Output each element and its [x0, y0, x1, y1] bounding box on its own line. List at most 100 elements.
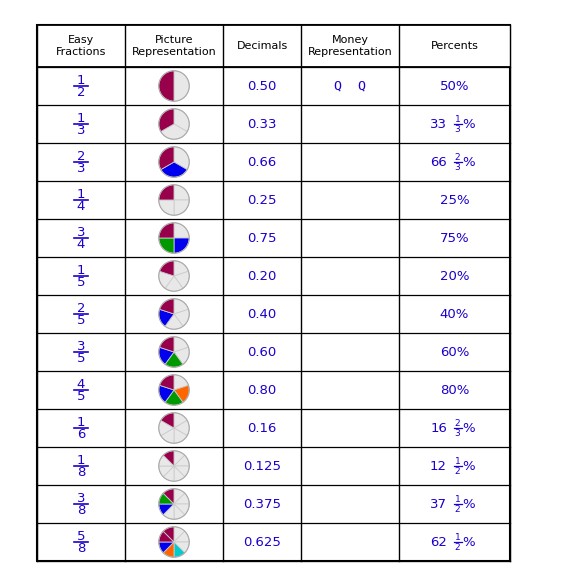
Text: 8: 8	[77, 542, 85, 554]
Wedge shape	[159, 147, 174, 169]
Text: 4: 4	[77, 237, 85, 251]
Text: 2: 2	[77, 85, 85, 99]
Text: 0.66: 0.66	[248, 155, 277, 169]
Text: 5: 5	[77, 276, 85, 288]
Text: 0.25: 0.25	[247, 194, 277, 206]
Text: 3: 3	[77, 339, 85, 353]
Wedge shape	[174, 109, 189, 132]
Wedge shape	[174, 428, 187, 443]
Text: %: %	[462, 118, 475, 130]
Wedge shape	[163, 451, 174, 466]
Text: Q  Q: Q Q	[334, 79, 366, 92]
Wedge shape	[161, 428, 174, 443]
Wedge shape	[159, 223, 174, 238]
Text: Percents: Percents	[430, 41, 478, 51]
Text: 3: 3	[455, 429, 461, 437]
Text: %: %	[462, 535, 475, 549]
Text: %: %	[462, 422, 475, 434]
Wedge shape	[159, 200, 174, 215]
Wedge shape	[163, 527, 174, 542]
Text: 8: 8	[77, 466, 85, 478]
Wedge shape	[159, 504, 174, 515]
Text: 0.625: 0.625	[243, 535, 281, 549]
Wedge shape	[174, 309, 189, 327]
Wedge shape	[159, 531, 174, 542]
Text: 75%: 75%	[440, 231, 469, 245]
Text: 2: 2	[455, 542, 461, 552]
Wedge shape	[174, 527, 185, 542]
Wedge shape	[174, 466, 185, 481]
Wedge shape	[174, 200, 189, 215]
Wedge shape	[174, 413, 187, 428]
Wedge shape	[159, 109, 174, 132]
Wedge shape	[161, 124, 187, 139]
Wedge shape	[174, 299, 188, 314]
Wedge shape	[174, 542, 185, 557]
Polygon shape	[37, 25, 510, 67]
Text: 80%: 80%	[440, 383, 469, 397]
Text: 2: 2	[455, 153, 461, 161]
Text: 16: 16	[430, 422, 447, 434]
Text: 62: 62	[430, 535, 447, 549]
Wedge shape	[165, 352, 183, 367]
Wedge shape	[161, 413, 174, 428]
Text: 1: 1	[77, 415, 85, 429]
Wedge shape	[159, 309, 174, 327]
Wedge shape	[160, 337, 174, 352]
Wedge shape	[159, 71, 174, 102]
Text: Money
Representation: Money Representation	[307, 35, 393, 57]
Text: 33: 33	[430, 118, 447, 130]
Text: 3: 3	[77, 161, 85, 175]
Wedge shape	[163, 504, 174, 519]
Text: 2: 2	[455, 419, 461, 427]
Text: 3: 3	[455, 162, 461, 172]
Polygon shape	[37, 25, 510, 561]
Wedge shape	[159, 493, 174, 504]
Wedge shape	[174, 504, 185, 519]
Wedge shape	[174, 455, 189, 466]
Text: 1: 1	[77, 263, 85, 277]
Text: 66: 66	[430, 155, 447, 169]
Text: 6: 6	[77, 427, 85, 440]
Text: 5: 5	[77, 390, 85, 403]
Wedge shape	[174, 185, 189, 200]
Text: 1: 1	[455, 532, 461, 542]
Wedge shape	[163, 542, 174, 557]
Text: Decimals: Decimals	[237, 41, 288, 51]
Text: Easy
Fractions: Easy Fractions	[56, 35, 106, 57]
Wedge shape	[159, 347, 174, 364]
Text: 0.375: 0.375	[243, 498, 281, 510]
Wedge shape	[174, 451, 185, 466]
Text: 1: 1	[77, 454, 85, 466]
Wedge shape	[159, 185, 174, 200]
Wedge shape	[174, 466, 189, 477]
Text: 4: 4	[77, 200, 85, 212]
Wedge shape	[174, 271, 189, 288]
Text: 0.40: 0.40	[248, 307, 277, 321]
Wedge shape	[159, 238, 174, 253]
Text: 0.80: 0.80	[248, 383, 277, 397]
Wedge shape	[174, 504, 189, 515]
Text: %: %	[462, 459, 475, 473]
Wedge shape	[174, 238, 189, 253]
Text: 2: 2	[455, 466, 461, 476]
Text: 50%: 50%	[440, 79, 469, 92]
Wedge shape	[174, 147, 189, 169]
Text: 20%: 20%	[440, 270, 469, 282]
Wedge shape	[174, 385, 189, 403]
Wedge shape	[159, 385, 174, 403]
Wedge shape	[165, 276, 183, 291]
Wedge shape	[174, 489, 185, 504]
Wedge shape	[174, 420, 189, 436]
Text: 3: 3	[77, 491, 85, 505]
Text: 12: 12	[430, 459, 447, 473]
Text: 1: 1	[455, 456, 461, 466]
Text: 2: 2	[455, 505, 461, 513]
Text: 1: 1	[77, 111, 85, 125]
Wedge shape	[174, 223, 189, 238]
Text: 37: 37	[430, 498, 447, 510]
Wedge shape	[174, 375, 188, 390]
Text: 40%: 40%	[440, 307, 469, 321]
Text: 3: 3	[77, 124, 85, 136]
Text: 0.75: 0.75	[247, 231, 277, 245]
